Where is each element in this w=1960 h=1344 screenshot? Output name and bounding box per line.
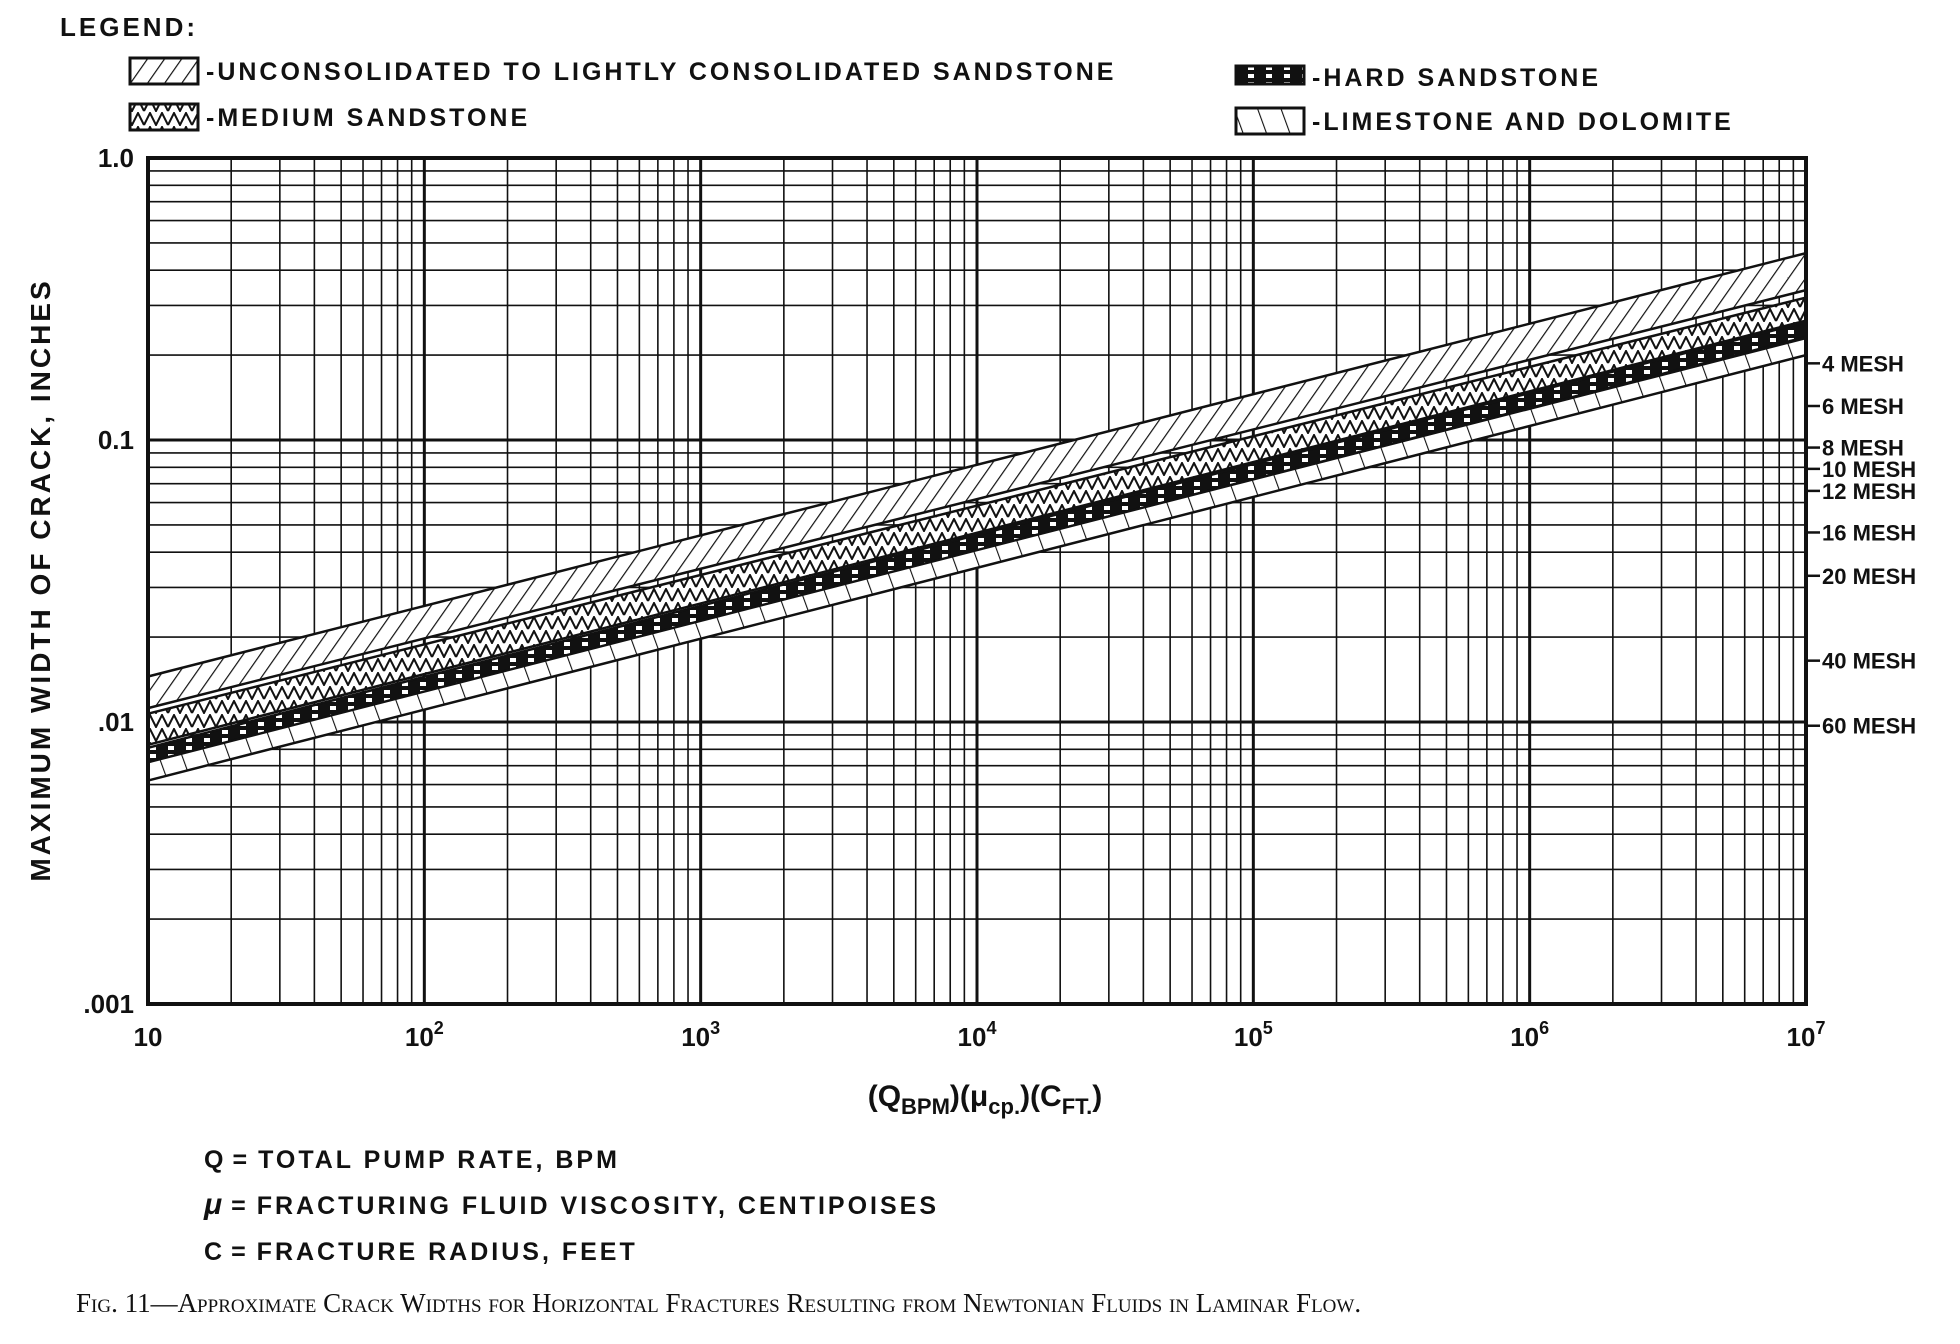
x-axis-title-mu: )(μ bbox=[950, 1080, 988, 1113]
y-tick-label: .001 bbox=[83, 989, 134, 1019]
definition-q-sep: = bbox=[232, 1146, 250, 1174]
x-tick-label: 106 bbox=[1510, 1018, 1549, 1052]
definition-c-sep: = bbox=[231, 1238, 249, 1266]
definition-q-symbol: Q bbox=[204, 1146, 226, 1174]
x-tick-label: 107 bbox=[1787, 1018, 1826, 1052]
legend-item-hard: -HARD SANDSTONE bbox=[1234, 64, 1601, 92]
series-bands bbox=[146, 251, 1808, 783]
definition-q-text: TOTAL PUMP RATE, BPM bbox=[258, 1146, 620, 1174]
legend-swatch-unconsolidated bbox=[128, 56, 200, 86]
x-tick-exponent: 3 bbox=[710, 1018, 720, 1038]
definition-q: Q = TOTAL PUMP RATE, BPM bbox=[204, 1146, 620, 1174]
y-axis-ticks: 1.0 0.1 .01 .001 bbox=[83, 143, 134, 1019]
x-tick-label: 10 bbox=[134, 1022, 163, 1052]
legend-item-unconsolidated: -UNCONSOLIDATED TO LIGHTLY CONSOLIDATED … bbox=[128, 56, 1116, 86]
x-tick-exponent: 7 bbox=[1815, 1018, 1825, 1038]
x-tick-base: 10 bbox=[405, 1022, 434, 1052]
definition-c-text: FRACTURE RADIUS, FEET bbox=[257, 1238, 638, 1266]
definition-c: C = FRACTURE RADIUS, FEET bbox=[204, 1238, 638, 1266]
definition-mu-symbol: μ bbox=[203, 1188, 225, 1221]
legend-swatch-medium bbox=[128, 102, 200, 132]
definition-c-symbol: C bbox=[204, 1238, 225, 1266]
x-tick-label: 103 bbox=[681, 1018, 720, 1052]
y-tick-label: 1.0 bbox=[98, 143, 134, 173]
mesh-label: 4 MESH bbox=[1822, 351, 1904, 376]
plot-area: 10 102 103 104 105 106 107 1.00.1.01.001 4 MES… bbox=[83, 143, 1916, 1052]
mesh-label: 40 MESH bbox=[1822, 649, 1916, 674]
figure-caption: Fig. 11—Approximate Crack Widths for Hor… bbox=[76, 1288, 1361, 1318]
x-axis-title-mu-sub: cp. bbox=[988, 1094, 1020, 1119]
grid bbox=[148, 158, 1806, 1004]
x-tick-exponent: 2 bbox=[434, 1018, 444, 1038]
x-axis-title: (QBPM)(μcp.)(CFT.) bbox=[868, 1080, 1103, 1119]
x-tick-base: 10 bbox=[1234, 1022, 1263, 1052]
y-axis-title: MAXIMUM WIDTH OF CRACK, INCHES bbox=[25, 278, 56, 881]
x-tick-base: 10 bbox=[1787, 1022, 1816, 1052]
x-tick-exponent: 6 bbox=[1539, 1018, 1549, 1038]
definition-mu-text: FRACTURING FLUID VISCOSITY, CENTIPOISES bbox=[257, 1192, 939, 1220]
mesh-label: 10 MESH bbox=[1822, 457, 1916, 482]
y-tick-label: 0.1 bbox=[98, 425, 134, 455]
legend-item-limestone: -LIMESTONE AND DOLOMITE bbox=[1234, 106, 1734, 136]
legend-label-hard: -HARD SANDSTONE bbox=[1312, 64, 1601, 92]
x-tick-exponent: 4 bbox=[986, 1018, 996, 1038]
mesh-label: 8 MESH bbox=[1822, 436, 1904, 461]
x-tick-exponent: 5 bbox=[1263, 1018, 1273, 1038]
x-tick-label: 102 bbox=[405, 1018, 444, 1052]
plot-frame bbox=[146, 156, 1808, 1006]
definition-mu-sep: = bbox=[231, 1192, 249, 1220]
mesh-label: 12 MESH bbox=[1822, 479, 1916, 504]
legend-title: LEGEND: bbox=[60, 12, 198, 42]
x-axis-title-q: (Q bbox=[868, 1080, 901, 1113]
definitions: Q = TOTAL PUMP RATE, BPM μ = FRACTURING FLUI… bbox=[203, 1146, 939, 1266]
x-axis-title-c-sub: FT. bbox=[1062, 1094, 1093, 1119]
x-axis-title-end: ) bbox=[1092, 1080, 1102, 1113]
x-tick-base: 10 bbox=[1510, 1022, 1539, 1052]
x-tick-base: 10 bbox=[958, 1022, 987, 1052]
legend-item-medium: -MEDIUM SANDSTONE bbox=[128, 102, 530, 132]
legend: LEGEND: -UNCONSOLIDATED TO LIGHTLY CONSO… bbox=[60, 12, 1734, 136]
legend-swatch-hard bbox=[1234, 64, 1306, 86]
y-tick-label: .01 bbox=[98, 707, 134, 737]
mesh-label: 16 MESH bbox=[1822, 520, 1916, 545]
x-tick-label: 105 bbox=[1234, 1018, 1273, 1052]
x-axis-title-c: )(C bbox=[1020, 1080, 1062, 1113]
definition-mu: μ = FRACTURING FLUID VISCOSITY, CENTIPOISE… bbox=[203, 1188, 939, 1221]
x-axis-ticks: 10 102 103 104 105 106 107 bbox=[134, 1018, 1826, 1052]
x-axis-title-q-sub: BPM bbox=[901, 1094, 950, 1119]
x-tick-label: 104 bbox=[958, 1018, 997, 1052]
mesh-label: 6 MESH bbox=[1822, 394, 1904, 419]
x-tick-base: 10 bbox=[134, 1022, 163, 1052]
legend-label-medium: -MEDIUM SANDSTONE bbox=[206, 104, 530, 132]
mesh-label: 20 MESH bbox=[1822, 564, 1916, 589]
legend-swatch-limestone bbox=[1234, 106, 1306, 136]
x-tick-base: 10 bbox=[681, 1022, 710, 1052]
legend-label-unconsolidated: -UNCONSOLIDATED TO LIGHTLY CONSOLIDATED … bbox=[206, 58, 1116, 86]
mesh-label: 60 MESH bbox=[1822, 714, 1916, 739]
legend-label-limestone: -LIMESTONE AND DOLOMITE bbox=[1312, 108, 1734, 136]
